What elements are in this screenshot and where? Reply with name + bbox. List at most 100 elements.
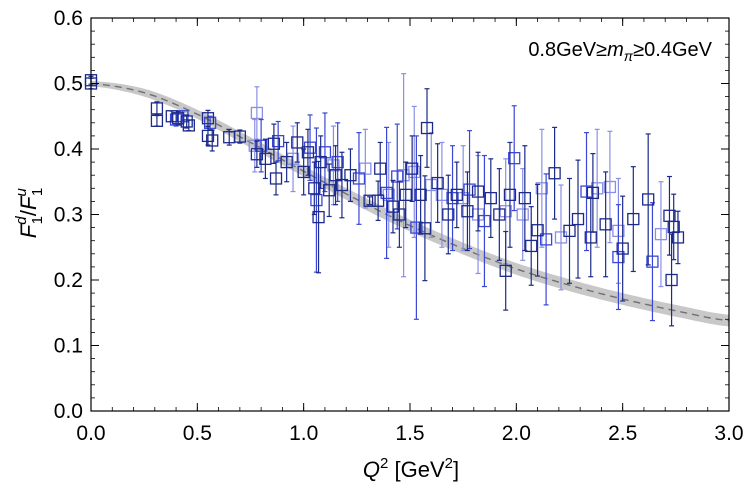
data-point-dark	[399, 161, 412, 229]
data-point-dark	[627, 166, 640, 273]
data-point-dark	[667, 193, 680, 261]
point-marker	[627, 212, 640, 226]
y-tick-label: 0.0	[54, 400, 83, 423]
data-point-dark	[548, 126, 561, 220]
data-point-light	[408, 105, 421, 239]
point-marker	[386, 200, 400, 213]
data-point-mid	[271, 120, 285, 162]
point-marker	[654, 227, 668, 241]
point-marker	[616, 242, 629, 255]
point-marker	[352, 172, 366, 185]
data-point-dark	[493, 168, 506, 261]
data-point-dark	[518, 145, 531, 252]
data-point-light	[250, 86, 264, 140]
data-point-mid	[410, 135, 423, 320]
data-point-mid	[508, 105, 521, 212]
point-marker	[259, 152, 272, 165]
data-point-dark	[616, 195, 629, 302]
data-point-light	[654, 181, 668, 288]
point-marker	[233, 130, 247, 143]
point-marker	[671, 231, 685, 244]
point-marker	[461, 205, 474, 218]
data-point-dark	[503, 141, 517, 248]
data-point-dark	[201, 126, 215, 146]
data-point-dark	[201, 109, 215, 127]
point-marker	[323, 184, 336, 197]
point-marker	[291, 136, 304, 149]
point-marker	[314, 155, 327, 169]
data-point-mid	[612, 204, 625, 311]
point-marker	[286, 152, 300, 165]
point-marker	[182, 119, 195, 132]
data-point-dark	[291, 122, 304, 163]
data-point-dark	[206, 129, 219, 152]
point-marker	[310, 193, 323, 207]
point-marker	[508, 152, 521, 165]
point-marker	[499, 264, 512, 277]
data-point-dark	[642, 133, 655, 266]
data-point-dark	[180, 114, 193, 129]
point-marker	[172, 112, 185, 125]
point-marker	[586, 186, 600, 200]
y-axis-title: Fd1/Fu1	[13, 187, 46, 238]
data-point-dark	[420, 88, 434, 168]
data-point-dark	[499, 230, 512, 311]
point-marker	[539, 233, 553, 246]
point-marker	[363, 194, 376, 207]
data-point-dark	[374, 141, 387, 196]
point-marker	[280, 155, 293, 169]
point-marker	[250, 106, 264, 120]
annotation-label: 0.8GeV≥mπ≥0.4GeV	[528, 39, 712, 64]
data-point-mid	[303, 114, 317, 182]
data-point-mid	[352, 132, 366, 225]
data-point-dark	[182, 119, 195, 132]
y-tick-label: 0.4	[54, 138, 84, 161]
data-point-dark	[563, 177, 576, 284]
point-marker	[516, 208, 529, 221]
point-marker	[418, 222, 432, 235]
point-marker	[267, 137, 281, 150]
data-point-dark	[461, 171, 474, 252]
data-point-mid	[478, 154, 491, 288]
point-marker	[344, 169, 357, 182]
point-marker	[503, 188, 517, 202]
y-tick-label: 0.3	[54, 204, 83, 227]
data-point-mid	[310, 127, 323, 273]
data-point-dark	[335, 151, 349, 219]
data-point-mid	[580, 132, 593, 252]
data-point-dark	[280, 141, 293, 183]
point-marker	[318, 146, 332, 159]
data-point-dark	[323, 163, 336, 218]
data-point-dark	[250, 140, 264, 168]
point-marker	[463, 183, 476, 196]
data-point-dark	[393, 181, 406, 248]
data-point-dark	[571, 159, 585, 279]
point-marker	[206, 134, 219, 147]
data-point-dark	[150, 114, 164, 127]
data-point-dark	[586, 152, 600, 233]
data-point-dark	[450, 161, 463, 229]
data-point-dark	[329, 145, 342, 206]
point-marker	[303, 141, 317, 154]
point-marker	[642, 193, 655, 206]
point-marker	[359, 162, 372, 175]
point-marker	[335, 178, 349, 192]
data-point-mid	[318, 112, 332, 193]
point-marker	[327, 159, 340, 172]
point-marker	[499, 205, 512, 218]
point-marker	[554, 231, 568, 244]
data-point-dark	[314, 135, 327, 189]
point-marker	[203, 116, 217, 129]
point-marker	[301, 146, 315, 159]
data-point-dark	[344, 148, 357, 202]
data-point-dark	[312, 160, 325, 274]
data-point-dark	[233, 129, 247, 144]
point-marker	[612, 250, 625, 264]
point-marker	[442, 208, 455, 221]
data-point-dark	[471, 151, 485, 232]
point-marker	[484, 191, 497, 205]
x-tick-label: 3.0	[714, 422, 743, 445]
data-point-dark	[431, 143, 444, 223]
data-point-light	[554, 184, 568, 291]
